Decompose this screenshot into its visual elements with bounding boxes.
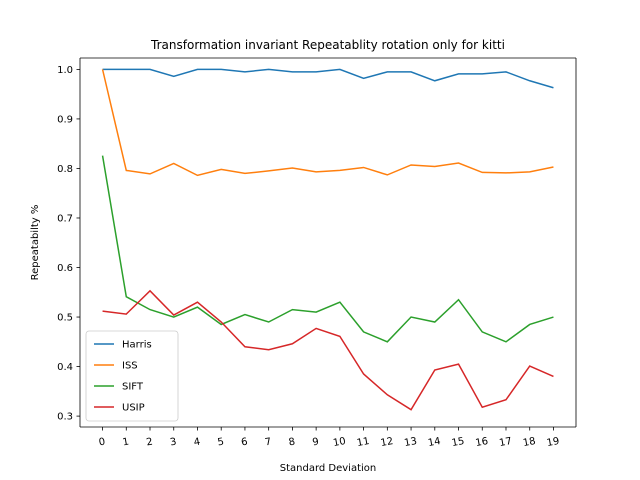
legend-label-usip: USIP bbox=[122, 403, 145, 414]
series-line-usip bbox=[102, 289, 554, 411]
series-line-iss bbox=[101, 69, 554, 177]
legend-box bbox=[85, 330, 179, 422]
legend: Harris ISS SIFT USIP bbox=[85, 330, 179, 422]
y-tick-label: 0.4 bbox=[57, 362, 73, 373]
series-line-sift bbox=[101, 155, 554, 343]
x-axis-ticks: 0 1 2 3 4 5 6 7 8 9 10 11 12 13 14 15 16 17 18 19 bbox=[98, 427, 560, 449]
series-line-harris bbox=[102, 68, 554, 89]
plot-frame bbox=[79, 57, 577, 428]
y-axis-ticks: 0.3 0.4 0.5 0.6 0.7 0.8 0.9 1.0 bbox=[57, 65, 80, 423]
x-tick-label: 19 bbox=[546, 436, 560, 449]
x-tick-label: 0 bbox=[98, 437, 106, 449]
y-tick-label: 0.8 bbox=[57, 164, 73, 175]
series-layer bbox=[101, 68, 554, 411]
x-tick-label: 18 bbox=[522, 436, 536, 449]
x-tick-label: 2 bbox=[145, 437, 153, 449]
legend-label-iss: ISS bbox=[122, 361, 138, 372]
x-tick-label: 17 bbox=[498, 436, 512, 449]
x-tick-label: 15 bbox=[451, 436, 465, 449]
x-tick-label: 8 bbox=[288, 437, 296, 449]
x-axis-title: Standard Deviation bbox=[280, 463, 377, 474]
x-tick-label: 10 bbox=[332, 436, 346, 449]
y-tick-label: 0.3 bbox=[57, 412, 73, 423]
x-tick-label: 14 bbox=[427, 436, 441, 449]
x-tick-label: 4 bbox=[193, 437, 201, 449]
x-tick-label: 11 bbox=[356, 436, 370, 449]
y-axis-title: Repeatabilty % bbox=[30, 205, 41, 281]
x-tick-label: 3 bbox=[169, 437, 177, 449]
y-tick-label: 1.0 bbox=[57, 65, 73, 76]
y-tick-label: 0.5 bbox=[57, 313, 73, 324]
x-tick-label: 1 bbox=[122, 437, 130, 449]
x-tick-label: 7 bbox=[264, 437, 272, 449]
chart-title: Transformation invariant Repeatablity ro… bbox=[150, 38, 505, 52]
legend-label-sift: SIFT bbox=[122, 382, 144, 393]
x-tick-label: 9 bbox=[312, 437, 320, 449]
y-tick-label: 0.7 bbox=[57, 213, 73, 224]
y-tick-label: 0.9 bbox=[57, 114, 73, 125]
x-tick-label: 5 bbox=[217, 437, 225, 449]
y-tick-label: 0.6 bbox=[57, 263, 73, 274]
x-tick-label: 13 bbox=[403, 436, 417, 449]
legend-label-harris: Harris bbox=[122, 340, 152, 351]
x-tick-label: 6 bbox=[240, 437, 248, 449]
x-tick-label: 12 bbox=[380, 436, 394, 449]
x-tick-label: 16 bbox=[475, 436, 489, 449]
